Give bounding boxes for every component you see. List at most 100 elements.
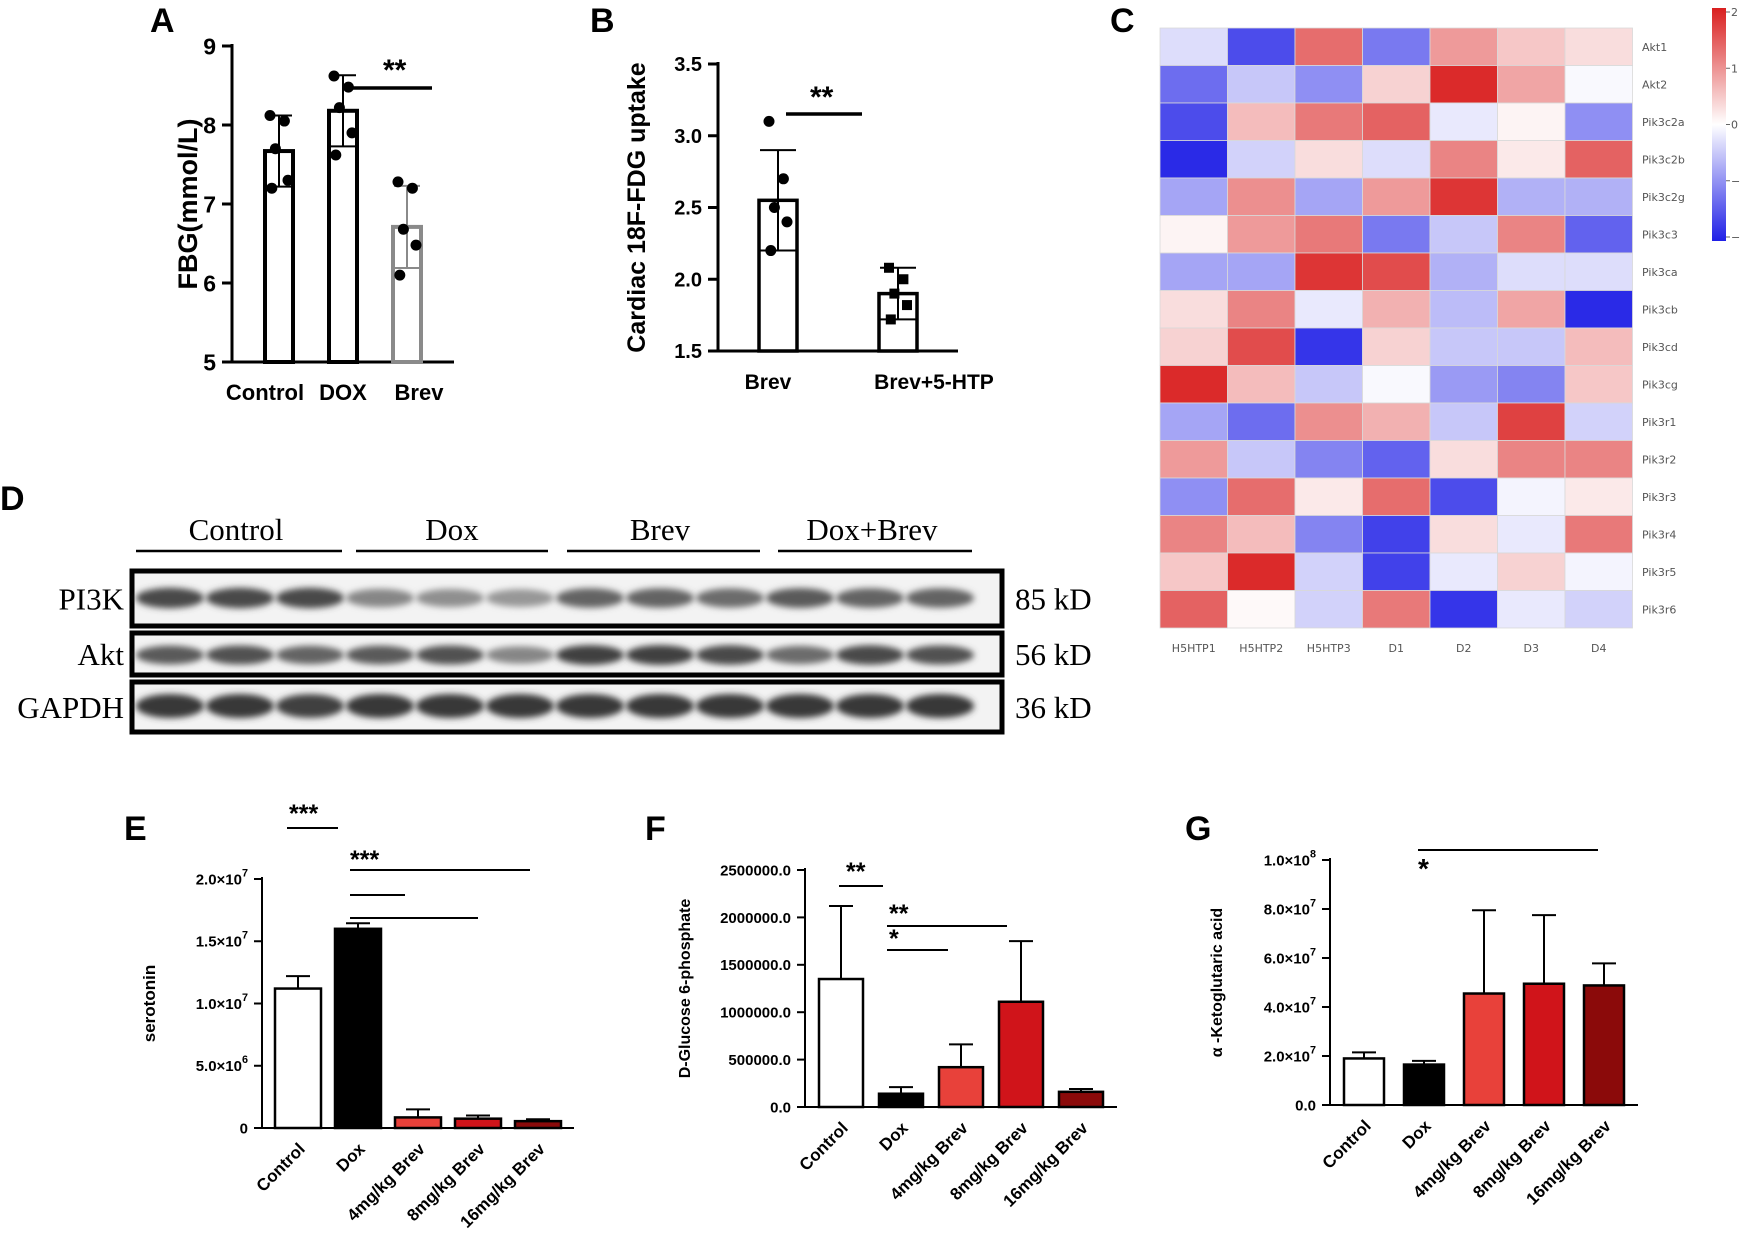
heatmap-cell: [1159, 515, 1228, 554]
heatmap-cell: [1227, 27, 1296, 66]
chart-f-glucose-6-phosphate: 0.0 500000.0 1000000.0 1500000.0 2000000.0 25…: [677, 858, 1117, 1211]
significance-label: *: [1418, 853, 1429, 884]
heatmap-cell: [1362, 440, 1431, 479]
blot-band: [906, 588, 974, 608]
x-tick-label: Dox: [876, 1118, 913, 1155]
heatmap-cell: [1429, 215, 1498, 254]
heatmap-cell: [1564, 27, 1633, 66]
blot-band: [766, 694, 834, 718]
data-point: [333, 102, 345, 114]
blot-size-label: 56 kD: [1015, 637, 1092, 672]
heatmap-cell: [1497, 27, 1566, 66]
blot-band: [486, 646, 554, 664]
blot-size-label: 85 kD: [1015, 582, 1092, 617]
heatmap-cell: [1362, 402, 1431, 441]
chart-g-ketoglutaric-acid: 0.0 2.0×107 4.0×107 6.0×107 8.0×107 1.0×108 α …: [1209, 848, 1638, 1209]
heatmap-cell: [1227, 140, 1296, 179]
heatmap-col-label: D2: [1456, 642, 1471, 655]
heatmap-cell: [1497, 252, 1566, 291]
panel-letter-d: D: [0, 480, 25, 518]
heatmap-cell: [1227, 102, 1296, 141]
chart-a-fbg: 5 6 7 8 9 FBG(mmol/L) Control DOX Brev **: [173, 33, 454, 405]
y-tick-label: 3.0: [674, 126, 702, 148]
heatmap-cell: [1294, 290, 1363, 329]
blot-band: [696, 588, 764, 608]
bar: [1582, 984, 1626, 1107]
heatmap-cell: [1159, 140, 1228, 179]
bar: [937, 1065, 985, 1109]
y-tick-label: 2.0×107: [1264, 1044, 1316, 1065]
y-axis-label: Cardiac 18F-FDG uptake: [623, 62, 651, 352]
blot-band: [556, 588, 624, 608]
color-scale-label: −2: [1731, 231, 1741, 244]
heatmap-cell: [1294, 440, 1363, 479]
heatmap-cell: [1429, 102, 1498, 141]
heatmap-row-label: Pik3ca: [1642, 266, 1678, 279]
blot-band: [626, 645, 694, 665]
bar: [1057, 1090, 1105, 1109]
blot-band: [346, 588, 414, 608]
heatmap-cell: [1362, 290, 1431, 329]
heatmap-row-label: Pik3cb: [1642, 303, 1678, 316]
heatmap-cell: [1429, 590, 1498, 629]
significance-label: *: [889, 925, 899, 953]
heatmap-cell: [1429, 65, 1498, 104]
heatmap-cell: [1564, 327, 1633, 366]
heatmap-col-label: D4: [1591, 642, 1606, 655]
heatmap-cell: [1159, 552, 1228, 591]
blot-band: [836, 645, 904, 665]
bar: [877, 1092, 925, 1109]
y-axis-label: D-Glucose 6-phosphate: [677, 899, 694, 1079]
data-point: [889, 288, 900, 299]
heatmap-col-label: H5HTP2: [1239, 642, 1283, 655]
heatmap-cell: [1362, 102, 1431, 141]
blot-band: [206, 645, 274, 665]
heatmap-cell: [1497, 440, 1566, 479]
significance-label: **: [846, 858, 866, 886]
heatmap-cell: [1362, 365, 1431, 404]
heatmap-cell: [1159, 440, 1228, 479]
color-scale-label: 0: [1731, 119, 1738, 132]
heatmap-cell: [1159, 102, 1228, 141]
heatmap-cell: [1362, 140, 1431, 179]
heatmap-cell: [1564, 365, 1633, 404]
bar: [513, 1119, 563, 1130]
blot-band: [136, 587, 204, 609]
y-tick-label: 2.0: [674, 269, 702, 291]
x-tick-label: Brev+5-HTP: [874, 371, 994, 394]
chart-c-heatmap: Akt1 Akt2 Pik3c2a Pik3c2b Pik3c2g Pik3c3 Pik3c…: [1159, 6, 1741, 655]
data-point: [898, 274, 909, 285]
heatmap-cell: [1227, 552, 1296, 591]
heatmap-cell: [1159, 402, 1228, 441]
color-scale-label: 1: [1731, 62, 1738, 75]
bar: [817, 977, 865, 1109]
bar: [333, 927, 383, 1130]
x-tick-label: DOX: [319, 380, 367, 405]
data-point: [278, 115, 290, 127]
heatmap-row-label: Pik3cd: [1642, 341, 1678, 354]
data-point: [768, 202, 780, 213]
heatmap-cell: [1497, 102, 1566, 141]
heatmap-row-label: Pik3c2b: [1642, 153, 1685, 166]
heatmap-cell: [1362, 215, 1431, 254]
heatmap-cell: [1227, 177, 1296, 216]
chart-e-serotonin: 0 5.0×106 1.0×107 1.5×107 2.0×107 serotonin Co…: [140, 800, 574, 1232]
heatmap-cell: [1564, 102, 1633, 141]
y-tick-label: 1.0×107: [196, 992, 248, 1013]
blot-protein-label: PI3K: [59, 582, 125, 617]
x-tick-label: Control: [226, 380, 304, 405]
heatmap-cell: [1497, 552, 1566, 591]
y-tick-label: 8: [203, 112, 216, 138]
significance-label: ***: [289, 800, 318, 828]
heatmap-cell: [1429, 327, 1498, 366]
data-point: [397, 223, 409, 235]
blot-protein-label: GAPDH: [17, 690, 124, 725]
heatmap-cell: [1564, 65, 1633, 104]
y-tick-label: 2500000.0: [720, 862, 791, 879]
heatmap-cell: [1429, 177, 1498, 216]
heatmap-cell: [1227, 215, 1296, 254]
bar: [1402, 1063, 1446, 1107]
data-point: [392, 176, 404, 188]
heatmap-cell: [1362, 177, 1431, 216]
significance-label: **: [810, 81, 834, 114]
